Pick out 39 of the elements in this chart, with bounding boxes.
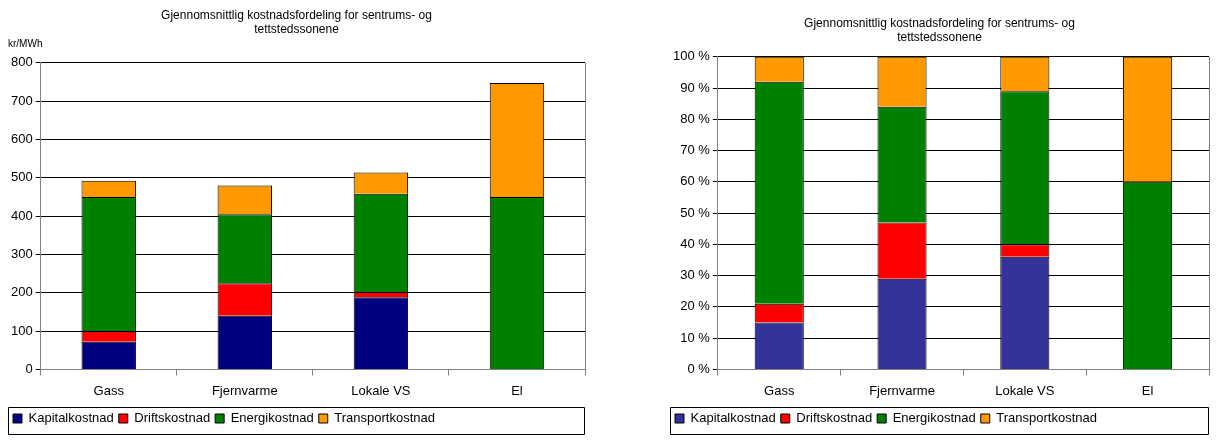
- y-tick-label: 600: [10, 131, 33, 147]
- legend-label: Kapitalkostnad: [28, 410, 114, 426]
- x-tick-label: El: [511, 382, 523, 398]
- y-tick-label: 800: [10, 54, 33, 70]
- y-tick-label: 0: [25, 360, 33, 376]
- x-tick-label: Lokale VS: [995, 382, 1055, 398]
- x-tick-label: El: [1141, 382, 1154, 398]
- y-tick-label: 20 %: [680, 298, 711, 314]
- y-axis-title: kr/MWh: [8, 37, 43, 49]
- y-tick-label: 300: [10, 246, 33, 261]
- y-tick-label: 80 %: [680, 110, 711, 126]
- x-tick-label: Gass: [93, 382, 125, 398]
- y-tick-label: 200: [10, 284, 33, 300]
- y-tick-label: 10 %: [680, 329, 711, 345]
- y-tick-label: 400: [10, 207, 33, 223]
- y-tick-label: 90 %: [680, 79, 711, 95]
- legend-label: Energikostnad: [892, 410, 976, 426]
- x-tick-label: Fjernvarme: [211, 382, 278, 398]
- legend-label: Transportkostnad: [996, 410, 1097, 426]
- y-tick-label: 100: [10, 322, 33, 338]
- legend-label: Transportkostnad: [334, 410, 435, 426]
- chart-title: Gjennomsnittlig kostnadsfordeling for sentrums- og tettstedssonene: [804, 15, 1075, 44]
- x-tick-label: Lokale VS: [351, 382, 411, 398]
- x-tick-label: Fjernvarme: [869, 382, 935, 398]
- y-tick-label: 40 %: [680, 235, 711, 251]
- y-tick-label: 30 %: [680, 267, 711, 283]
- y-tick-label: 70 %: [680, 142, 711, 158]
- y-tick-label: 100 %: [672, 48, 711, 64]
- legend-label: Kapitalkostnad: [690, 410, 776, 426]
- y-tick-label: 60 %: [680, 173, 711, 189]
- y-tick-label: 0 %: [687, 360, 711, 376]
- x-tick-label: Gass: [764, 382, 795, 398]
- legend-label: Driftskostnad: [134, 410, 211, 426]
- y-tick-label: 50 %: [680, 204, 711, 220]
- y-tick-label: 700: [10, 92, 33, 108]
- legend-label: Energikostnad: [230, 410, 314, 426]
- chart-title: Gjennomsnittlig kostnadsfordeling for sentrums- og tettstedssonene: [161, 7, 432, 36]
- y-tick-label: 500: [10, 169, 33, 185]
- legend-label: Driftskostnad: [796, 410, 873, 426]
